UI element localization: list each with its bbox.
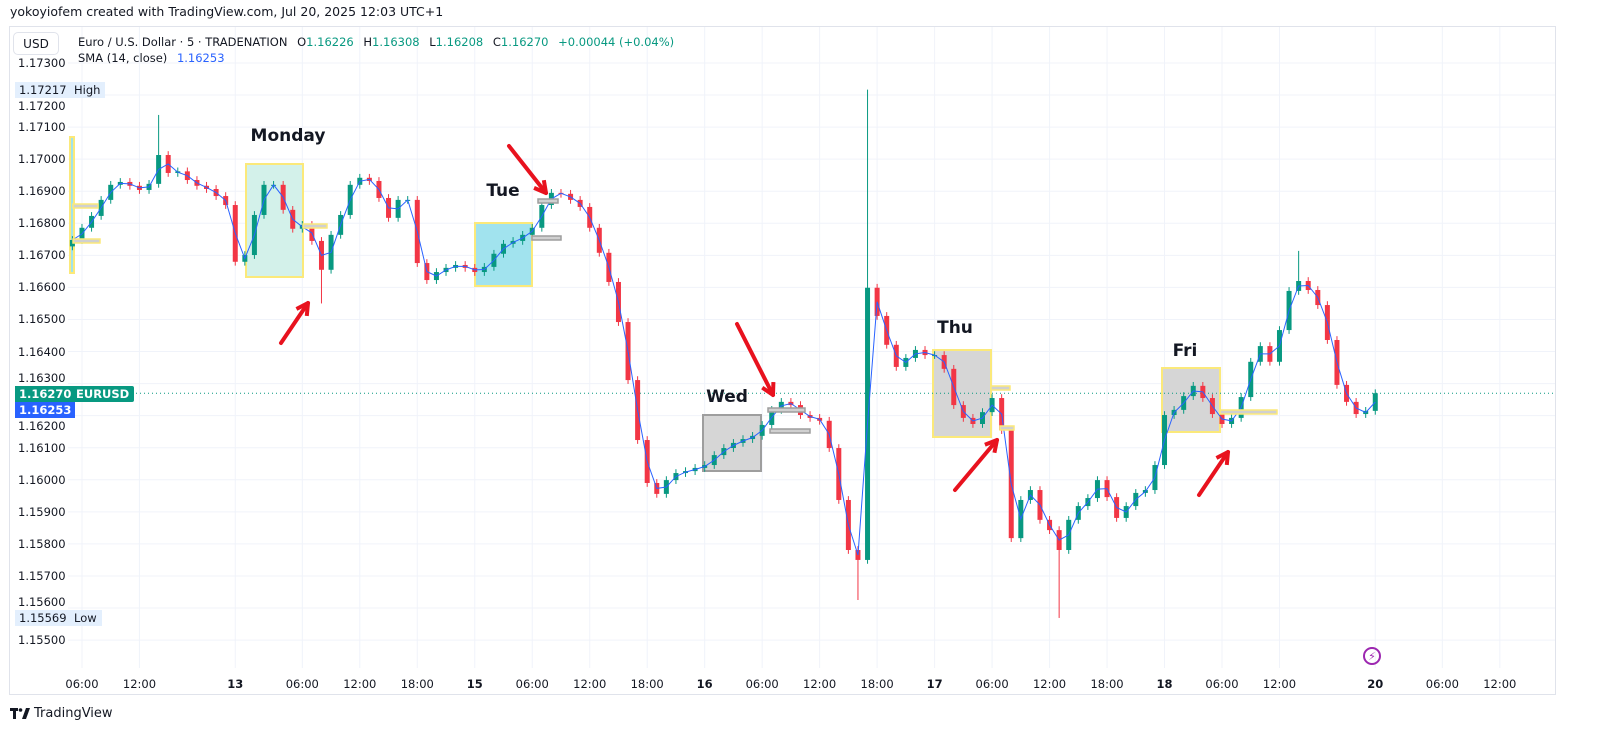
chart-attribution: yokoyiofem created with TradingView.com,… xyxy=(10,4,444,19)
time-tick-label: 18:00 xyxy=(630,677,664,691)
lightning-icon[interactable]: ⚡ xyxy=(1363,647,1381,665)
grid xyxy=(68,27,1555,668)
level-marker xyxy=(767,407,806,413)
time-tick-label: 15 xyxy=(466,677,483,691)
price-tick-label: 1.15500 xyxy=(18,633,66,648)
time-tick-label: 16 xyxy=(696,677,713,691)
close-value: 1.16270 xyxy=(500,35,549,49)
label-thu: Thu xyxy=(937,318,973,338)
legend-ohlc-row: Euro / U.S. Dollar · 5 · TRADENATION O1.… xyxy=(78,34,674,50)
price-tick-label: 1.16200 xyxy=(18,419,66,433)
time-tick-label: 06:00 xyxy=(1425,677,1459,691)
footer-brand: TradingView xyxy=(10,706,113,721)
legend-sma-row[interactable]: SMA (14, close) 1.16253 xyxy=(78,50,674,66)
price-tick-label: 1.16500 xyxy=(18,312,66,327)
sma-price-tag: 1.16253 xyxy=(15,402,76,418)
sma-line xyxy=(72,163,1376,556)
label-tue: Tue xyxy=(486,181,520,201)
time-tick-label: 06:00 xyxy=(745,677,779,691)
low-label: L xyxy=(429,35,436,49)
price-tick-label: 1.16900 xyxy=(18,184,66,199)
price-tick-label: 1.15600 xyxy=(18,595,66,609)
price-tick-label: 1.17300 xyxy=(18,56,66,70)
time-tick-label: 18:00 xyxy=(1090,677,1124,691)
red-arrow-icon xyxy=(1197,450,1230,497)
price-tick-label: 1.16600 xyxy=(18,280,66,295)
time-tick-label: 12:00 xyxy=(1262,677,1297,691)
price-tick-label: 1.16100 xyxy=(18,440,66,455)
price-tick-label: 1.16300 xyxy=(18,371,66,385)
label-wed: Wed xyxy=(706,387,748,407)
time-tick-label: 12:00 xyxy=(573,677,607,691)
price-tick-label: 1.15700 xyxy=(18,568,66,583)
sma-label: SMA (14, close) xyxy=(78,51,168,65)
red-arrow-icon xyxy=(507,144,548,195)
level-marker xyxy=(531,235,562,241)
price-tick-label: 1.17000 xyxy=(18,152,66,167)
high-label: H xyxy=(363,35,373,49)
low-value: 1.16208 xyxy=(435,35,484,49)
level-marker xyxy=(72,203,99,209)
level-marker xyxy=(302,223,328,229)
time-tick-label: 18:00 xyxy=(400,677,434,691)
symbol-title[interactable]: Euro / U.S. Dollar · 5 · TRADENATION xyxy=(78,35,288,49)
high-value: 1.16308 xyxy=(372,35,420,49)
high-label-tag: High xyxy=(69,82,106,98)
level-marker xyxy=(999,425,1015,431)
time-tick-label: 12:00 xyxy=(803,677,837,691)
red-arrow-icon xyxy=(735,322,776,397)
label-monday: Monday xyxy=(250,126,326,146)
red-arrow-icon xyxy=(953,438,999,492)
price-tick-label: 1.16000 xyxy=(18,472,66,487)
time-tick-label: 12:00 xyxy=(343,677,377,691)
current-price-tag: 1.16270 xyxy=(15,386,76,402)
label-fri: Fri xyxy=(1172,341,1198,361)
brand-name: TradingView xyxy=(34,706,113,721)
price-tick-label: 1.15800 xyxy=(18,536,66,551)
level-markers xyxy=(72,198,1278,434)
session-box xyxy=(1161,367,1221,433)
open-label: O xyxy=(297,35,307,49)
high-price-tag: 1.17217 xyxy=(15,82,71,98)
price-tick-label: 1.17100 xyxy=(18,120,66,135)
time-tick-label: 12:00 xyxy=(1483,677,1517,691)
time-tick-label: 06:00 xyxy=(1205,677,1239,691)
chart-frame xyxy=(9,26,1556,695)
time-tick-label: 20 xyxy=(1367,677,1384,691)
time-tick-label: 13 xyxy=(227,677,244,691)
time-tick-label: 18:00 xyxy=(860,677,894,691)
time-tick-label: 12:00 xyxy=(1032,677,1067,691)
level-marker xyxy=(537,198,559,204)
time-tick-label: 06:00 xyxy=(65,677,99,691)
level-marker xyxy=(769,428,811,434)
open-value: 1.16226 xyxy=(306,35,354,49)
time-tick-label: 18 xyxy=(1156,677,1173,691)
annotation-arrows xyxy=(279,144,1230,497)
price-tick-label: 1.17200 xyxy=(18,99,66,113)
time-tick-label: 06:00 xyxy=(515,677,549,691)
level-marker xyxy=(72,238,101,244)
time-tick-label: 17 xyxy=(926,677,943,691)
price-tick-label: 1.16400 xyxy=(18,344,66,359)
time-tick-label: 06:00 xyxy=(975,677,1009,691)
session-boxes xyxy=(69,136,1221,472)
time-tick-label: 12:00 xyxy=(122,677,157,691)
tradingview-logo-icon xyxy=(10,707,30,719)
sma-value: 1.16253 xyxy=(176,51,225,65)
price-tick-label: 1.16800 xyxy=(18,216,66,231)
level-marker xyxy=(1219,409,1278,415)
symbol-tag: EURUSD xyxy=(71,386,135,402)
currency-button[interactable]: USD xyxy=(13,32,59,55)
close-label: C xyxy=(492,35,501,49)
low-price-tag: 1.15569 xyxy=(15,610,71,626)
red-arrow-icon xyxy=(279,301,310,345)
level-marker xyxy=(990,385,1011,391)
time-tick-label: 06:00 xyxy=(285,677,319,691)
price-tick-label: 1.16700 xyxy=(18,248,66,263)
change-value: +0.00044 (+0.04%) xyxy=(558,35,675,49)
low-label-tag: Low xyxy=(69,610,102,626)
chart-legend: Euro / U.S. Dollar · 5 · TRADENATION O1.… xyxy=(78,34,674,66)
price-tick-label: 1.15900 xyxy=(18,504,66,519)
